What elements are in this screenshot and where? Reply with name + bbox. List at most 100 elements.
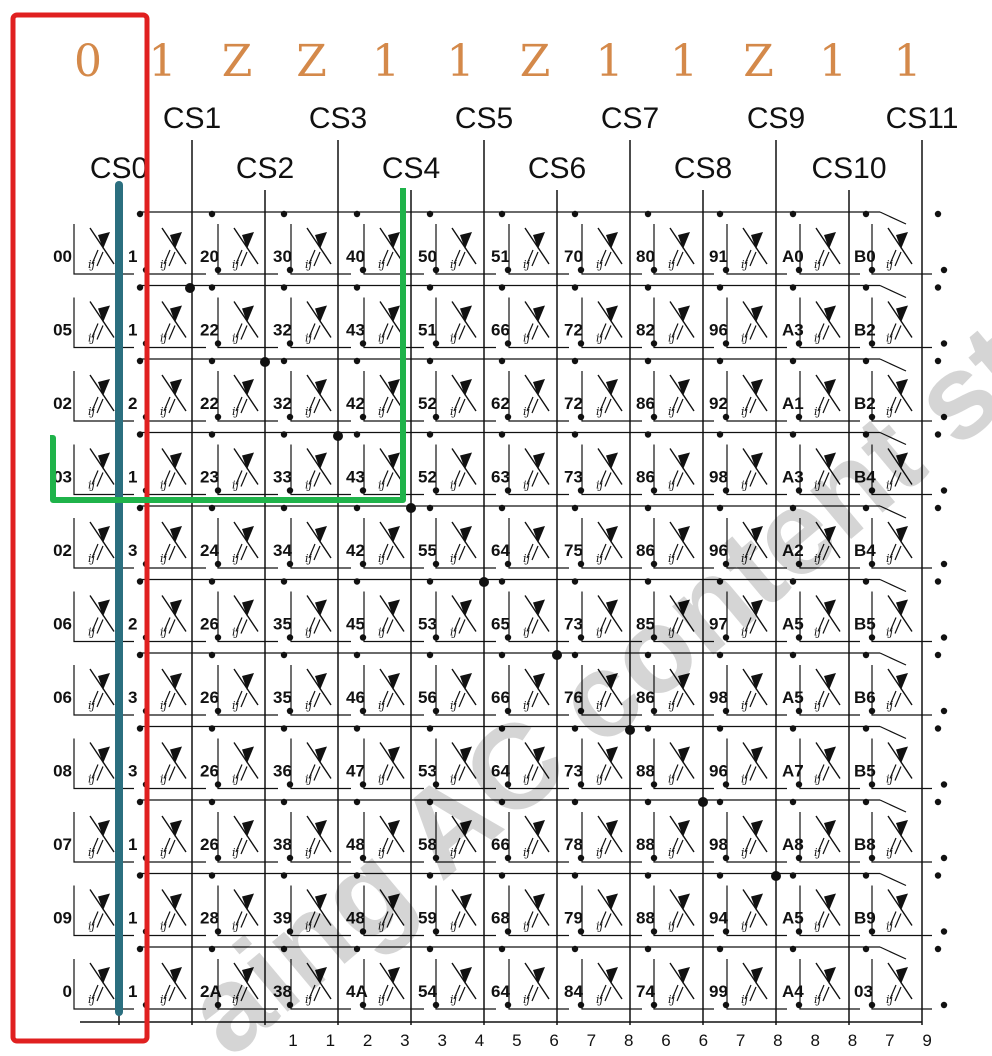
junction-dot [286, 340, 294, 347]
cell-bracket [435, 812, 496, 863]
junction-dot [286, 781, 294, 788]
led-cell: 85 ij [636, 594, 695, 639]
junction-dot [571, 798, 579, 806]
cell-bracket [217, 371, 278, 422]
led-cell: 98 ij [709, 815, 768, 859]
led-subscript: ij [741, 773, 749, 786]
led-subscript: ij [305, 773, 313, 786]
led-subscript: ij [378, 773, 386, 786]
cell-bracket [217, 297, 278, 349]
led-subscript: ij [523, 773, 531, 786]
cell-label: 06 [53, 688, 72, 707]
cell-label: 88 [636, 762, 655, 781]
cell-label: 05 [53, 321, 72, 340]
led-cell: B5 ij [854, 594, 913, 639]
led-subscript: ij [741, 846, 749, 859]
cell-bracket [217, 738, 278, 790]
cell-bracket [363, 665, 424, 716]
junction-dot [571, 872, 579, 879]
junction-dot [286, 266, 294, 274]
cell-bracket [726, 591, 787, 643]
cell-label: 47 [346, 762, 365, 781]
led-subscript: ij [88, 699, 96, 712]
led-cell: 28 ij [200, 888, 259, 933]
junction-dot [795, 781, 803, 788]
led-subscript: ij [523, 993, 531, 1006]
cell-bracket [653, 518, 714, 569]
junction-dot [426, 504, 434, 512]
led-subscript: ij [160, 405, 168, 418]
led-cell: 46 ij [346, 668, 405, 712]
led-cell: A5 ij [782, 888, 841, 933]
led-subscript: ij [88, 846, 96, 859]
junction-dot [789, 210, 797, 218]
junction-dot-large [771, 871, 781, 881]
led-cell: A7 ij [782, 741, 841, 786]
led-cell: 39 ij [273, 888, 332, 933]
cell-label: 0 [63, 982, 72, 1001]
bottom-number: 6 [549, 1031, 558, 1050]
junction-dot [940, 560, 948, 568]
junction-dot [716, 210, 724, 218]
led-cell: 3 ij [128, 668, 187, 712]
led-subscript: ij [668, 993, 676, 1006]
junction-dot [862, 945, 870, 953]
junction-dot [136, 578, 144, 585]
led-subscript: ij [378, 258, 386, 271]
cell-label: 96 [709, 541, 728, 560]
junction-dot [571, 210, 579, 218]
cell-bracket [581, 224, 642, 275]
led-subscript: ij [668, 773, 676, 786]
cell-label: 75 [564, 541, 583, 560]
cell-bracket [435, 297, 496, 349]
cell-bracket [508, 371, 569, 422]
junction-dot [795, 707, 803, 715]
junction-dot [789, 504, 797, 512]
junction-dot [208, 651, 216, 659]
cell-label: 96 [709, 762, 728, 781]
cell-label: 20 [200, 247, 219, 266]
cell-bracket [508, 665, 569, 716]
junction-dot [353, 504, 361, 512]
cell-bracket [726, 371, 787, 422]
junction-dot [934, 284, 942, 291]
cell-bracket [508, 591, 569, 643]
cell-label: 34 [273, 541, 292, 560]
row-line-end [879, 652, 907, 666]
junction-dot [286, 634, 294, 641]
cell-bracket [726, 812, 787, 863]
junction-dot [280, 725, 288, 732]
cell-label: 53 [418, 762, 437, 781]
junction-dot [353, 578, 361, 585]
junction-dot [940, 928, 948, 935]
junction-dot [136, 651, 144, 659]
led-cell: A5 ij [782, 668, 841, 712]
junction-dot [426, 651, 434, 659]
led-subscript: ij [523, 920, 531, 933]
junction-dot [504, 413, 512, 421]
cell-bracket [508, 224, 569, 275]
junction-dot [353, 872, 361, 879]
junction-dot [353, 798, 361, 806]
cell-bracket [290, 959, 351, 1010]
junction-dot-large [625, 725, 635, 735]
led-cell: 99 ij [709, 962, 768, 1006]
junction-dot [498, 431, 506, 438]
row-line-end [879, 725, 907, 740]
junction-dot [795, 413, 803, 421]
junction-dot [795, 266, 803, 274]
cell-bracket [363, 518, 424, 569]
cell-label: 00 [53, 247, 72, 266]
junction-dot [862, 725, 870, 732]
row-line-end [879, 211, 907, 225]
led-cell: 03 ij [53, 447, 115, 492]
cell-label: 32 [273, 394, 292, 413]
cell-bracket [508, 518, 569, 569]
cell-bracket [290, 665, 351, 716]
led-cell: 38 ij [273, 962, 332, 1006]
cs-label-top: CS3 [309, 102, 367, 135]
junction-dot [795, 854, 803, 862]
cell-label: 1 [128, 835, 137, 854]
led-subscript: ij [741, 626, 749, 639]
cell-label: 92 [709, 394, 728, 413]
